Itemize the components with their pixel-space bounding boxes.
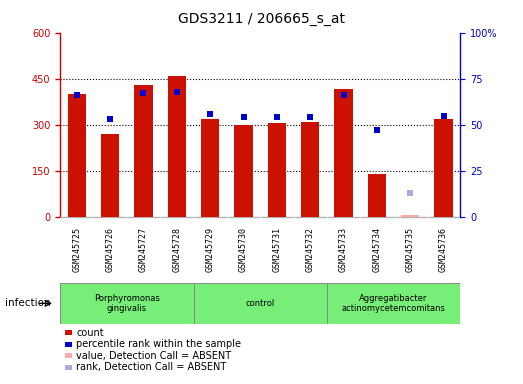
Text: GSM245731: GSM245731 xyxy=(272,227,281,272)
Bar xyxy=(327,217,360,282)
Bar xyxy=(401,215,419,217)
Bar xyxy=(194,283,327,324)
Bar xyxy=(101,134,119,217)
Text: GSM245733: GSM245733 xyxy=(339,227,348,272)
Bar xyxy=(60,217,94,282)
Bar xyxy=(334,89,353,217)
Text: GSM245730: GSM245730 xyxy=(239,227,248,272)
Text: Porphyromonas
gingivalis: Porphyromonas gingivalis xyxy=(94,294,160,313)
Text: GSM245728: GSM245728 xyxy=(173,227,181,272)
Bar xyxy=(360,217,393,282)
Text: GSM245729: GSM245729 xyxy=(206,227,214,272)
Bar xyxy=(268,123,286,217)
Bar xyxy=(234,125,253,217)
Bar xyxy=(427,217,460,282)
Bar xyxy=(201,119,219,217)
Text: count: count xyxy=(76,328,104,338)
Text: GSM245727: GSM245727 xyxy=(139,227,148,272)
Text: percentile rank within the sample: percentile rank within the sample xyxy=(76,339,241,349)
Bar xyxy=(127,217,160,282)
Bar xyxy=(260,217,293,282)
Bar xyxy=(168,76,186,217)
Text: Aggregatibacter
actinomycetemcomitans: Aggregatibacter actinomycetemcomitans xyxy=(342,294,446,313)
Text: rank, Detection Call = ABSENT: rank, Detection Call = ABSENT xyxy=(76,362,226,372)
Text: GSM245735: GSM245735 xyxy=(406,227,415,272)
Bar xyxy=(160,217,194,282)
Bar xyxy=(435,119,453,217)
Bar xyxy=(293,217,327,282)
Bar xyxy=(194,217,227,282)
Text: infection: infection xyxy=(5,298,51,308)
Text: GSM245726: GSM245726 xyxy=(106,227,115,272)
Text: GSM245736: GSM245736 xyxy=(439,227,448,272)
Text: GSM245725: GSM245725 xyxy=(72,227,81,272)
Bar xyxy=(301,122,320,217)
Text: GDS3211 / 206665_s_at: GDS3211 / 206665_s_at xyxy=(178,12,345,25)
Text: GSM245732: GSM245732 xyxy=(306,227,315,272)
Text: GSM245734: GSM245734 xyxy=(372,227,381,272)
Bar xyxy=(60,283,194,324)
Bar xyxy=(327,283,460,324)
Bar xyxy=(134,85,153,217)
Bar xyxy=(227,217,260,282)
Bar xyxy=(67,94,86,217)
Bar xyxy=(368,174,386,217)
Text: control: control xyxy=(246,299,275,308)
Bar xyxy=(394,217,427,282)
Text: value, Detection Call = ABSENT: value, Detection Call = ABSENT xyxy=(76,351,232,361)
Bar xyxy=(94,217,127,282)
